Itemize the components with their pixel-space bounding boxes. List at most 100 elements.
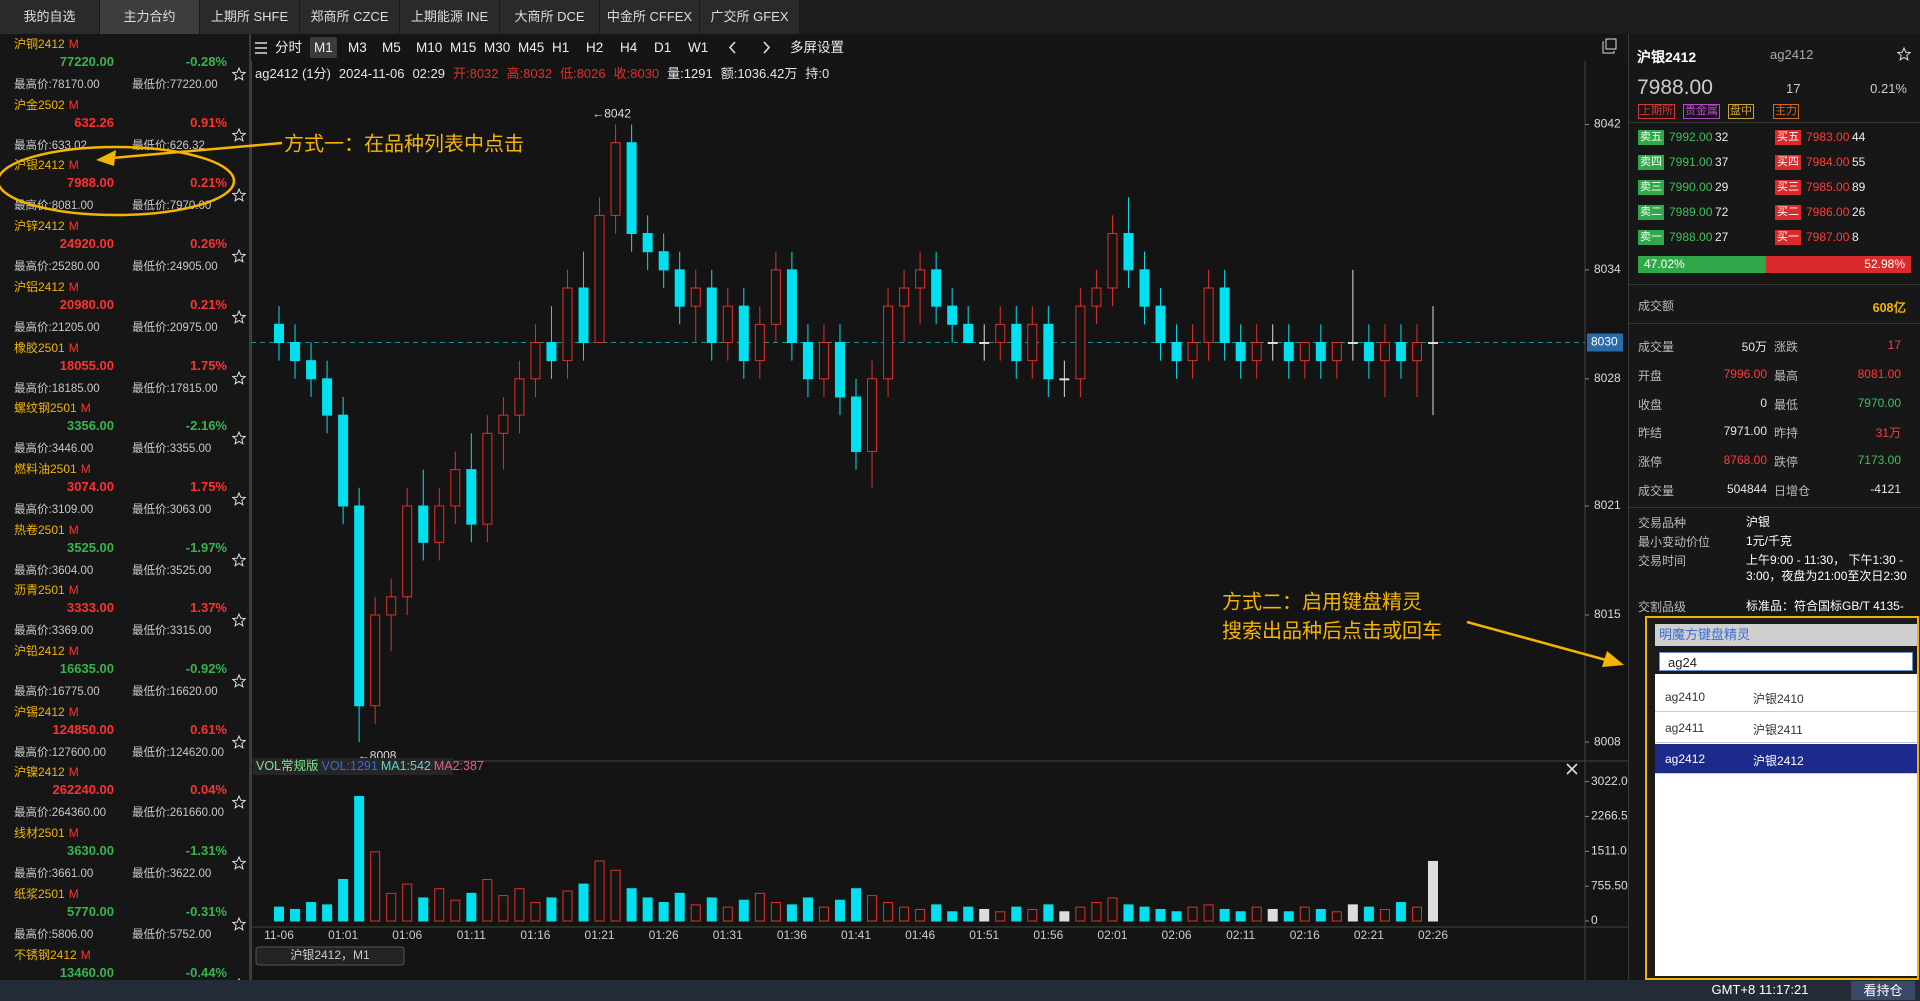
period-button[interactable]: M1	[310, 37, 337, 58]
quote-symbol[interactable]: 热卷2501	[14, 522, 65, 537]
quote-symbol[interactable]: 沥青2501	[14, 583, 65, 598]
candle-body	[1107, 233, 1118, 289]
x-tick-label: 02:01	[1097, 928, 1127, 942]
period-button[interactable]: W1	[688, 40, 709, 55]
favorite-star[interactable]	[232, 127, 246, 142]
favorite-star[interactable]	[232, 613, 246, 628]
favorite-star[interactable]	[232, 856, 246, 870]
volume-bar	[466, 892, 477, 922]
period-button[interactable]: D1	[654, 40, 672, 55]
period-button[interactable]: M15	[450, 40, 477, 55]
favorite-star[interactable]	[1897, 47, 1911, 61]
favorite-star[interactable]	[232, 431, 246, 446]
last-price-label: 8030	[1591, 335, 1618, 349]
quote-tag: M	[80, 401, 91, 416]
period-button[interactable]: H2	[586, 40, 604, 55]
spirit-item[interactable]: ag2410 沪银2410	[1655, 682, 1917, 712]
quote-change: 1.75%	[190, 357, 227, 373]
period-button[interactable]: H1	[552, 40, 570, 55]
quote-price: 262240.00	[52, 782, 114, 798]
quote-symbol[interactable]: 橡胶2501	[14, 340, 65, 355]
period-button[interactable]: M30	[484, 40, 511, 55]
candle-body	[883, 305, 894, 380]
volume-bar	[1235, 911, 1246, 922]
volume-bar	[386, 892, 397, 922]
multi-screen[interactable]: 多屏设置	[790, 40, 844, 55]
candle-body	[322, 378, 333, 416]
favorite-star[interactable]	[232, 491, 246, 506]
tab[interactable]: 郑商所 CZCE	[300, 0, 400, 34]
quote-symbol[interactable]: 不锈钢2412	[14, 947, 77, 962]
quote-symbol[interactable]: 沪铜2412	[14, 37, 65, 51]
nav-arrows[interactable]	[723, 34, 783, 61]
tab[interactable]: 我的自选	[0, 0, 100, 34]
quote-symbol[interactable]: 纸浆2501	[14, 886, 65, 901]
quote-symbol[interactable]: 沪锌2412	[14, 219, 65, 234]
quote-symbol[interactable]: 沪镍2412	[14, 765, 65, 780]
favorite-star[interactable]	[232, 795, 246, 810]
favorite-star[interactable]	[232, 674, 246, 688]
menu-icon[interactable]	[254, 41, 268, 55]
candle-body	[770, 269, 781, 325]
candle-body	[306, 360, 317, 380]
period-button[interactable]: 分时	[275, 40, 302, 55]
quote-tag: M	[68, 97, 79, 112]
quote-symbol[interactable]: 沪金2502	[14, 97, 65, 112]
book-volume: 29	[1715, 180, 1729, 194]
favorite-star[interactable]	[232, 309, 246, 324]
spirit-item[interactable]: ag2412 沪银2412	[1655, 744, 1917, 774]
info-item: ag2412 (1分)	[255, 66, 331, 81]
candle-body	[418, 505, 429, 543]
favorite-star[interactable]	[232, 734, 246, 749]
quote-price: 3525.00	[67, 539, 114, 555]
period-button[interactable]: M5	[382, 40, 401, 55]
candle-body	[610, 142, 621, 216]
quote-symbol[interactable]: 燃料油2501	[14, 461, 77, 476]
book-price: 7983.00	[1806, 130, 1850, 144]
detail-tag: 盘中	[1728, 104, 1754, 119]
x-tick-label: 02:06	[1162, 928, 1192, 942]
favorite-star[interactable]	[232, 552, 246, 567]
spirit-item[interactable]: ag2411 沪银2411	[1655, 713, 1917, 743]
tab[interactable]: 上期所 SHFE	[200, 0, 300, 34]
spirit-input[interactable]: ag24	[1659, 652, 1913, 671]
tab[interactable]: 上期能源 INE	[400, 0, 500, 34]
tab[interactable]: 中金所 CFFEX	[600, 0, 700, 34]
quote-symbol[interactable]: 沪银2412	[14, 158, 65, 173]
quote-tag: M	[80, 461, 91, 476]
quote-name: 螺纹钢2501 M	[14, 399, 91, 416]
quote-symbol[interactable]: 沪铝2412	[14, 279, 65, 294]
favorite-star[interactable]	[232, 370, 246, 385]
favorite-star[interactable]	[232, 67, 246, 81]
period-button[interactable]: H4	[620, 40, 638, 55]
favorite-star[interactable]	[232, 916, 246, 931]
quote-change: 0.21%	[190, 175, 227, 191]
stat-value: 7970.00	[1857, 395, 1901, 410]
position-button[interactable]: 看持仓	[1851, 981, 1915, 1000]
quote-low: 最低价:17815.00	[132, 382, 218, 395]
info-item: 收:8030	[614, 66, 660, 81]
tab[interactable]: 大商所 DCE	[500, 0, 600, 34]
quote-symbol[interactable]: 螺纹钢2501	[14, 401, 77, 416]
volume-bar	[1091, 902, 1102, 922]
popout-icon[interactable]	[1602, 38, 1618, 54]
quote-price: 24920.00	[59, 236, 114, 252]
quote-symbol[interactable]: 沪锡2412	[14, 704, 65, 719]
candle-body	[915, 269, 926, 289]
quote-price: 124850.00	[52, 721, 114, 737]
volume-bar	[322, 904, 333, 922]
quote-symbol[interactable]: 线材2501	[14, 826, 65, 841]
period-button[interactable]: M45	[518, 40, 545, 55]
period-button[interactable]: M3	[348, 40, 367, 55]
tab[interactable]: 广交所 GFEX	[700, 0, 800, 34]
favorite-star[interactable]	[232, 249, 246, 263]
period-button[interactable]: M10	[416, 40, 443, 55]
spirit-name: 沪银2411	[1753, 723, 1803, 737]
quote-low: 最低价:3622.00	[132, 868, 212, 881]
tab[interactable]: 主力合约	[100, 0, 200, 34]
x-tick-label: 01:16	[520, 928, 550, 942]
book-volume: 27	[1715, 230, 1729, 244]
quote-name: 沪铝2412 M	[14, 278, 79, 295]
quote-symbol[interactable]: 沪铅2412	[14, 644, 65, 658]
favorite-star[interactable]	[232, 188, 246, 203]
